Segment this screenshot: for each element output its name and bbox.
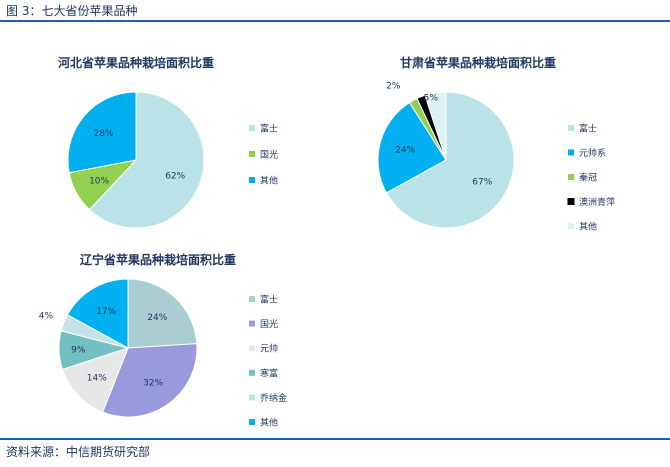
legend-label: 国光 xyxy=(260,149,278,161)
figure-title: 图 3：七大省份苹果品种 xyxy=(6,4,138,18)
source-note: 资料来源：中信期货研究部 xyxy=(6,445,151,459)
slice-data-label: 5% xyxy=(424,94,439,104)
top-rule xyxy=(0,20,670,22)
legend-label: 富士 xyxy=(260,123,278,135)
pie-slice xyxy=(88,91,205,229)
legend-label: 元帅 xyxy=(260,343,278,355)
legend-swatch xyxy=(568,223,574,229)
slice-data-label: 62% xyxy=(165,172,185,182)
pie-slice xyxy=(66,278,129,349)
legend-label: 其他 xyxy=(260,417,278,429)
chart-title: 辽宁省苹果品种栽培面积比重 xyxy=(80,252,236,267)
pie-slice xyxy=(127,278,198,349)
legend-swatch xyxy=(567,198,575,205)
pie-slice xyxy=(424,91,447,161)
pie-slice xyxy=(385,91,515,229)
slice-data-label: 2% xyxy=(386,82,401,92)
slice-data-label: 9% xyxy=(71,346,86,356)
legend-label: 秦冠 xyxy=(579,172,597,184)
legend-label: 乔纳金 xyxy=(260,392,287,404)
slice-data-label: 24% xyxy=(147,313,167,323)
legend-swatch xyxy=(249,151,255,157)
chart-title: 甘肃省苹果品种栽培面积比重 xyxy=(400,55,556,70)
legend-swatch xyxy=(249,177,255,183)
legend-label: 国光 xyxy=(260,318,278,330)
slice-data-label: 4% xyxy=(39,312,54,322)
legend-label: 澳洲青萍 xyxy=(579,196,615,208)
legend-swatch xyxy=(249,125,255,131)
legend-swatch xyxy=(568,174,574,180)
legend-label: 寒富 xyxy=(260,367,278,379)
legend-label: 富士 xyxy=(260,294,278,306)
legend-swatch xyxy=(568,125,574,131)
slice-data-label: 24% xyxy=(395,146,415,156)
slice-data-label: 32% xyxy=(143,379,163,389)
legend-swatch xyxy=(249,419,255,425)
legend-swatch xyxy=(249,394,255,401)
legend-label: 元帅系 xyxy=(579,147,606,159)
legend-swatch xyxy=(249,345,255,352)
legend-label: 其他 xyxy=(260,175,278,187)
legend-swatch xyxy=(249,369,255,376)
slice-data-label: 14% xyxy=(87,373,107,383)
pie-slice xyxy=(377,101,447,194)
legend-swatch xyxy=(568,149,574,156)
legend-label: 富士 xyxy=(579,123,597,135)
slice-data-label: 28% xyxy=(93,129,113,139)
legend-label: 其他 xyxy=(579,221,597,233)
chart-title: 河北省苹果品种栽培面积比重 xyxy=(57,55,214,70)
slice-data-label: 67% xyxy=(472,178,492,188)
slice-data-label: 10% xyxy=(89,176,109,186)
legend-swatch xyxy=(249,320,255,327)
pie-slice xyxy=(101,343,198,418)
bottom-rule xyxy=(0,438,670,440)
legend-swatch xyxy=(249,296,255,302)
pie-slice xyxy=(67,91,137,174)
slice-data-label: 17% xyxy=(96,307,116,317)
